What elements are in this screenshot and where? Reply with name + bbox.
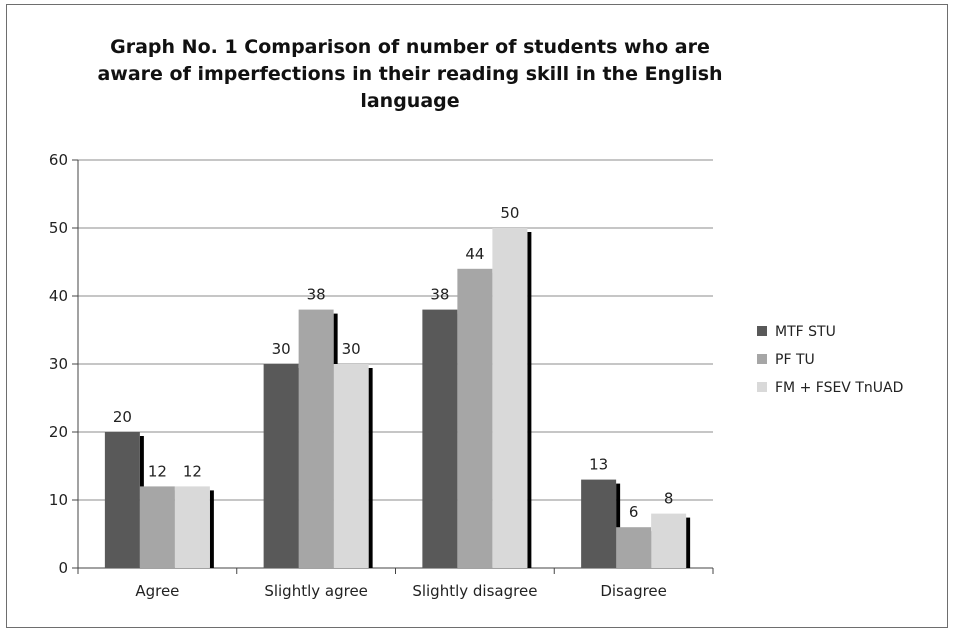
data-label: 30 xyxy=(342,340,361,358)
data-label: 30 xyxy=(272,340,291,358)
bar xyxy=(333,364,369,568)
data-label: 20 xyxy=(113,408,132,426)
legend-swatch xyxy=(757,326,767,336)
data-label: 6 xyxy=(629,503,639,521)
x-tick-label: Agree xyxy=(135,582,179,600)
bar xyxy=(298,309,334,568)
bar xyxy=(104,432,140,568)
bar xyxy=(174,486,210,568)
bar-shadow xyxy=(209,490,214,568)
data-label: 38 xyxy=(307,286,326,304)
y-tick-label: 0 xyxy=(58,559,68,577)
bar-shadow xyxy=(686,517,691,568)
bar xyxy=(616,527,652,568)
chart-title-line-1: Graph No. 1 Comparison of number of stud… xyxy=(110,36,710,58)
data-label: 8 xyxy=(664,490,674,508)
bar-shadow xyxy=(527,232,532,568)
x-tick-label: Slightly disagree xyxy=(412,582,537,600)
y-tick-label: 50 xyxy=(49,219,68,237)
y-tick-label: 40 xyxy=(49,287,68,305)
y-tick-label: 20 xyxy=(49,423,68,441)
bar xyxy=(139,486,175,568)
data-label: 12 xyxy=(148,462,167,480)
y-tick-label: 30 xyxy=(49,355,68,373)
x-tick-label: Disagree xyxy=(600,582,667,600)
y-tick-label: 60 xyxy=(49,151,68,169)
data-label: 50 xyxy=(500,204,519,222)
bar xyxy=(263,364,299,568)
chart-title-line-3: language xyxy=(360,90,460,112)
data-label: 38 xyxy=(430,286,449,304)
bar xyxy=(651,513,687,568)
y-tick-label: 10 xyxy=(49,491,68,509)
bar-shadow xyxy=(368,368,373,568)
bar xyxy=(422,309,458,568)
chart-title-line-2: aware of imperfections in their reading … xyxy=(97,63,723,85)
data-label: 44 xyxy=(465,245,484,263)
bar xyxy=(457,268,493,568)
legend-swatch xyxy=(757,354,767,364)
legend-label: FM + FSEV TnUAD xyxy=(775,380,903,396)
x-tick-label: Slightly agree xyxy=(264,582,368,600)
bar-shadow xyxy=(616,483,621,568)
data-label: 12 xyxy=(183,462,202,480)
data-label: 13 xyxy=(589,456,608,474)
legend-swatch xyxy=(757,382,767,392)
legend-label: MTF STU xyxy=(775,324,836,340)
legend-label: PF TU xyxy=(775,352,815,368)
bar xyxy=(492,228,528,568)
bar xyxy=(581,479,617,568)
